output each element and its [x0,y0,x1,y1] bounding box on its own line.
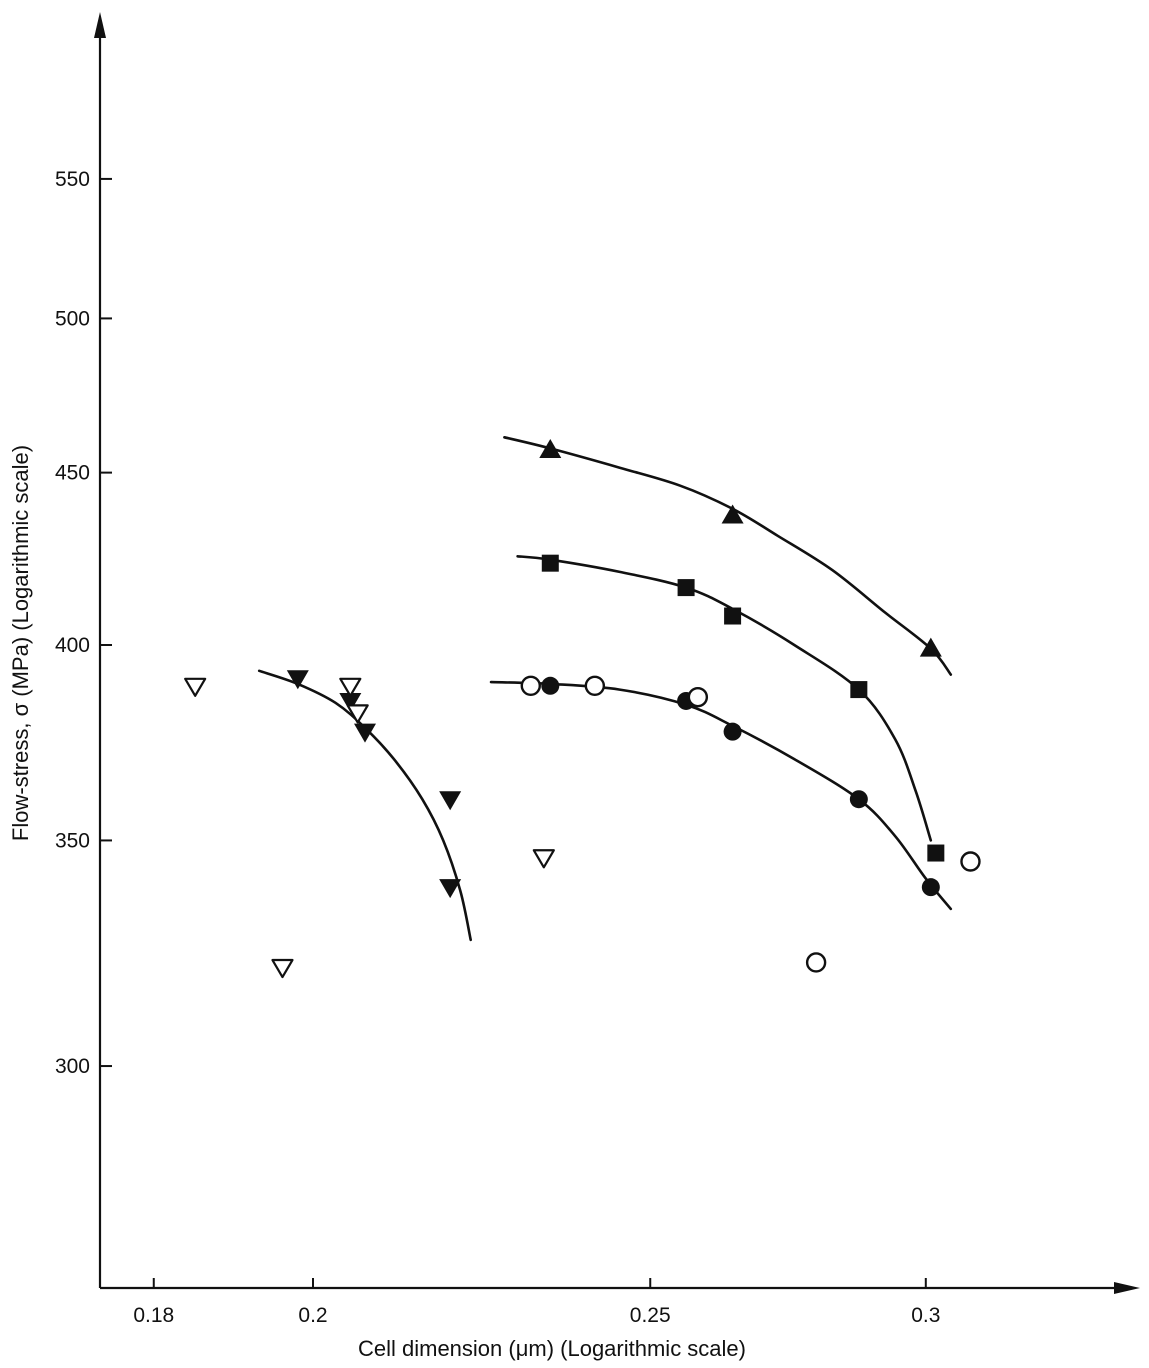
y-tick-label: 450 [55,462,90,485]
fitted-curve-filled-triangle-up [503,436,953,676]
point-filled-triangle-down [353,723,376,743]
point-filled-square [850,681,868,699]
point-filled-circle [541,676,560,695]
point-open-triangle-down [346,704,369,724]
y-axis-arrow [94,12,106,38]
y-tick-label: 500 [55,307,90,330]
point-open-triangle-down [339,677,362,697]
point-open-circle [960,851,981,872]
point-filled-triangle-down [339,692,362,712]
point-filled-circle [723,722,742,741]
x-axis-arrow [1114,1282,1140,1294]
fitted-curve-filled-triangle-down [257,669,472,942]
y-tick-label: 300 [55,1055,90,1078]
point-open-circle [687,686,709,708]
fitted-curve-filled-square [516,555,933,842]
y-tick-label: 350 [55,829,90,852]
y-tick-label: 550 [55,168,90,191]
point-filled-square [677,579,695,597]
y-axis-title: Flow-stress, σ (MPa) (Logarithmic scale) [8,445,33,841]
point-filled-square [927,844,945,862]
x-tick-label: 0.3 [911,1304,940,1327]
point-filled-triangle-up [721,504,744,524]
point-open-triangle-down [271,958,294,979]
point-filled-triangle-up [919,637,942,657]
point-open-triangle-down [532,849,555,869]
x-tick-label: 0.18 [133,1304,174,1327]
x-tick-label: 0.2 [298,1304,327,1327]
axes [94,12,1140,1294]
point-open-circle [520,675,541,697]
point-filled-square [541,554,559,572]
fitted-curves [257,436,953,942]
point-filled-triangle-down [286,670,309,690]
point-filled-circle [849,790,868,809]
data-points [184,439,981,979]
x-axis-title: Cell dimension (μm) (Logarithmic scale) [358,1336,746,1361]
point-open-circle [584,675,606,697]
point-filled-circle [921,878,940,897]
tick-labels: 300 350 400 450 500 550 0.18 0.2 0.25 0.3 [55,168,940,1327]
point-filled-triangle-down [439,879,462,899]
y-tick-label: 400 [55,634,90,657]
point-open-triangle-down [184,677,207,697]
point-filled-square [724,607,742,625]
point-filled-triangle-down [439,791,462,811]
x-tick-label: 0.25 [630,1304,671,1327]
point-filled-triangle-up [539,439,562,459]
point-open-circle [805,952,827,973]
